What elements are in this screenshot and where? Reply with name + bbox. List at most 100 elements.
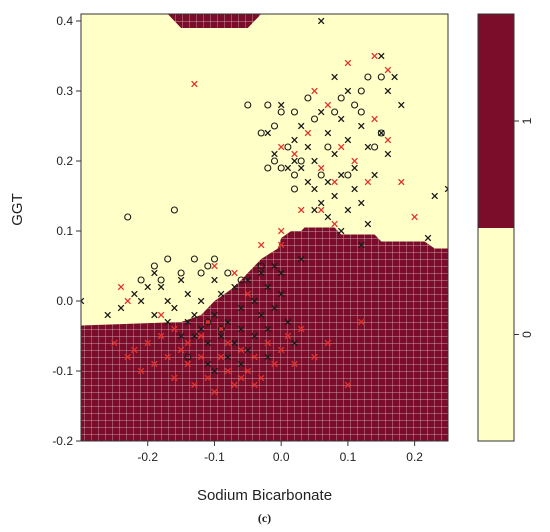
data-point-cross <box>224 353 232 361</box>
legend-label: 0 <box>520 331 534 338</box>
data-point-cross <box>131 346 138 354</box>
data-point-cross <box>211 262 218 270</box>
data-point-cross <box>204 360 212 368</box>
y-tick-label: 0.2 <box>56 154 73 168</box>
data-point-cross <box>351 164 358 172</box>
data-point-cross <box>344 59 352 67</box>
data-point-cross <box>411 213 418 221</box>
legend-label: 1 <box>520 117 534 124</box>
data-point-cross <box>311 353 318 361</box>
data-point-cross <box>171 304 178 312</box>
y-tick-label: 0.1 <box>56 224 73 238</box>
data-point-cross <box>344 381 352 389</box>
data-point-cross <box>244 367 252 375</box>
data-point-cross <box>324 129 332 137</box>
data-point-cross <box>217 332 225 340</box>
data-point-circle <box>331 108 339 116</box>
data-point-cross <box>104 311 111 319</box>
y-axis-title: GGT <box>9 193 26 226</box>
x-axis-title: Sodium Bicarbonate <box>197 487 332 504</box>
data-point-cross <box>217 290 225 298</box>
data-point-cross <box>311 87 318 95</box>
data-point-cross <box>144 339 151 347</box>
data-point-cross <box>311 206 318 214</box>
data-point-cross <box>317 206 325 214</box>
data-point-cross <box>431 192 438 200</box>
data-point-cross <box>251 297 258 305</box>
data-point-cross <box>371 52 378 60</box>
data-point-circle <box>177 269 185 277</box>
data-point-cross <box>291 150 298 158</box>
data-point-circle <box>264 101 272 109</box>
data-point-cross <box>264 353 272 361</box>
data-point-cross <box>297 325 305 333</box>
data-point-cross <box>197 297 205 305</box>
data-point-circle <box>344 171 352 179</box>
data-point-cross <box>231 381 238 389</box>
data-point-cross <box>257 241 265 249</box>
data-point-cross <box>277 269 285 277</box>
data-point-cross <box>224 367 232 375</box>
data-point-circle <box>224 269 232 277</box>
data-point-cross <box>144 283 151 291</box>
data-point-circle <box>124 213 132 221</box>
data-point-cross <box>324 339 332 347</box>
data-point-circle <box>357 108 365 116</box>
data-point-cross <box>291 339 298 347</box>
data-point-cross <box>304 143 312 151</box>
data-point-circle <box>277 164 285 172</box>
data-point-cross <box>424 234 432 242</box>
data-point-cross <box>171 374 178 382</box>
data-point-cross <box>371 171 378 179</box>
data-point-cross <box>337 171 345 179</box>
data-point-circle <box>290 185 299 193</box>
data-point-cross <box>137 297 145 305</box>
data-point-cross <box>204 374 212 382</box>
data-point-cross <box>224 318 232 326</box>
class-1-region <box>81 14 322 28</box>
data-point-cross <box>371 115 378 123</box>
data-point-cross <box>197 353 205 361</box>
data-point-cross <box>264 325 272 333</box>
data-point-cross <box>224 339 232 347</box>
data-point-cross <box>378 52 385 60</box>
data-point-cross <box>137 367 145 375</box>
data-point-circle <box>351 101 359 109</box>
data-point-cross <box>184 339 192 347</box>
data-point-cross <box>237 360 245 368</box>
data-point-circle <box>164 255 172 263</box>
data-point-cross <box>124 353 131 361</box>
data-point-cross <box>277 346 285 354</box>
data-point-cross <box>157 283 165 291</box>
data-point-cross <box>164 353 171 361</box>
data-point-cross <box>297 122 305 130</box>
data-point-circle <box>257 262 265 270</box>
data-point-cross <box>264 283 272 291</box>
data-point-cross <box>191 332 198 340</box>
data-point-cross <box>331 178 338 186</box>
legend-colorbar: 01 <box>477 13 534 442</box>
data-point-cross <box>291 157 298 165</box>
data-points <box>81 17 448 396</box>
data-point-cross <box>277 101 285 109</box>
data-point-circle <box>371 143 379 151</box>
y-tick-label: -0.2 <box>52 434 73 448</box>
data-point-cross <box>344 206 352 214</box>
figure-caption: (c) <box>258 511 271 525</box>
data-point-cross <box>317 164 325 172</box>
data-point-cross <box>384 87 392 95</box>
data-point-circle <box>290 108 299 116</box>
data-point-cross <box>257 269 265 277</box>
data-point-circle <box>150 262 158 270</box>
data-point-cross <box>277 290 285 298</box>
data-point-cross <box>177 332 185 340</box>
data-point-cross <box>271 304 278 312</box>
class-1-region <box>81 227 448 441</box>
data-point-cross <box>237 346 245 354</box>
data-point-cross <box>331 73 338 81</box>
data-point-cross <box>398 178 405 186</box>
data-point-cross <box>177 346 185 354</box>
data-point-cross <box>277 241 285 249</box>
x-tick-label: -0.2 <box>137 450 158 464</box>
